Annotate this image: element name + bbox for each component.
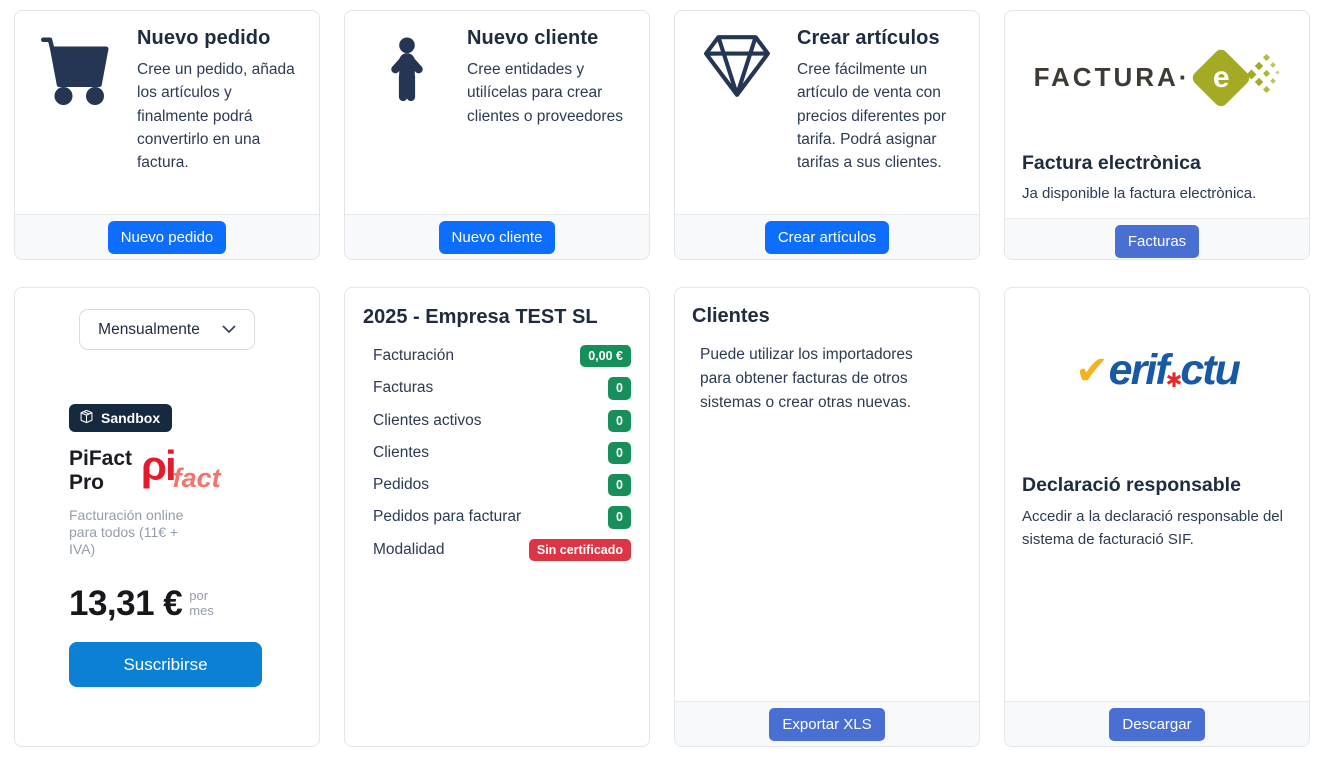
exportar-xls-button[interactable]: Exportar XLS	[769, 707, 885, 741]
chevron-down-icon	[222, 321, 236, 339]
gem-icon	[704, 33, 770, 198]
sandbox-badge: Sandbox	[69, 404, 173, 432]
facturas-button[interactable]: Facturas	[1114, 224, 1200, 258]
card-description: Cree un pedido, añada los artículos y fi…	[137, 61, 295, 171]
summary-row: Modalidad Sin certificado	[373, 538, 631, 561]
card-summary: 2025 - Empresa TEST SL Facturación 0,00 …	[344, 287, 650, 747]
card-title: Nuevo cliente	[467, 27, 599, 49]
crear-articulos-button[interactable]: Crear artículos	[764, 220, 890, 254]
card-nuevo-pedido: Nuevo pedido Cree un pedido, añada los a…	[14, 10, 320, 260]
status-badge: 0,00 €	[580, 345, 631, 368]
check-icon: ✔	[1075, 349, 1109, 393]
summary-title: 2025 - Empresa TEST SL	[363, 306, 598, 328]
person-icon	[371, 33, 443, 198]
plan-name: PiFact Pro	[69, 447, 133, 495]
pifact-logo: ρi fact	[141, 442, 221, 493]
status-badge: 0	[608, 377, 631, 400]
card-nuevo-cliente: Nuevo cliente Cree entidades y utilícela…	[344, 10, 650, 260]
card-description: Accedir a la declaració responsable del …	[1022, 508, 1283, 548]
summary-row: Facturación 0,00 €	[373, 345, 631, 368]
plan-description: Facturación online para todos (11€ + IVA…	[69, 507, 184, 557]
verifactu-logo: ✔erif✱ctu	[1075, 346, 1241, 394]
descargar-button[interactable]: Descargar	[1109, 707, 1205, 741]
status-badge: 0	[608, 409, 631, 432]
price-period: por mes	[189, 588, 214, 618]
card-pifact-pricing: Mensualmente Sand	[14, 287, 320, 747]
card-title: Factura electrònica	[1022, 152, 1201, 174]
card-crear-articulos: Crear artículos Cree fácilmente un artíc…	[674, 10, 980, 260]
card-factura-electronica: FACTURA· e	[1004, 10, 1310, 260]
facturae-pixels-icon	[1246, 49, 1281, 106]
card-description: Cree entidades y utilícelas para crear c…	[467, 61, 623, 125]
facturae-logo-word: FACTURA·	[1033, 62, 1191, 92]
suscribirse-button[interactable]: Suscribirse	[69, 641, 262, 688]
summary-row: Pedidos para facturar 0	[373, 506, 631, 529]
card-verifactu: ✔erif✱ctu Declaració responsable Accedir…	[1004, 287, 1310, 747]
summary-row: Pedidos 0	[373, 474, 631, 497]
nuevo-pedido-button[interactable]: Nuevo pedido	[107, 220, 227, 254]
card-description: Ja disponible la factura electrònica.	[1022, 185, 1257, 202]
summary-row: Clientes 0	[373, 441, 631, 464]
status-badge: 0	[608, 474, 631, 497]
summary-row: Facturas 0	[373, 377, 631, 400]
facturae-e-diamond: e	[1190, 46, 1253, 109]
card-title: Nuevo pedido	[137, 27, 271, 49]
status-badge: 0	[608, 441, 631, 464]
card-title: Declaració responsable	[1022, 474, 1241, 496]
card-title: Clientes	[692, 305, 770, 327]
billing-period-select[interactable]: Mensualmente	[79, 309, 255, 350]
card-description: Puede utilizar los importadores para obt…	[700, 346, 913, 412]
card-clientes: Clientes Puede utilizar los importadores…	[674, 287, 980, 747]
facturae-logo: FACTURA· e	[1022, 46, 1292, 109]
card-grid: Nuevo pedido Cree un pedido, añada los a…	[14, 10, 1310, 747]
cart-icon	[41, 33, 113, 198]
box-icon	[79, 409, 94, 427]
summary-row: Clientes activos 0	[373, 409, 631, 432]
plan-price: 13,31 €	[69, 583, 183, 623]
card-description: Cree fácilmente un artículo de venta con…	[797, 61, 947, 171]
billing-period-value: Mensualmente	[98, 320, 200, 338]
asterisk-icon: ✱	[1165, 370, 1183, 392]
status-badge: 0	[608, 506, 631, 529]
status-badge: Sin certificado	[528, 538, 631, 561]
card-title: Crear artículos	[797, 27, 940, 49]
nuevo-cliente-button[interactable]: Nuevo cliente	[438, 220, 556, 254]
